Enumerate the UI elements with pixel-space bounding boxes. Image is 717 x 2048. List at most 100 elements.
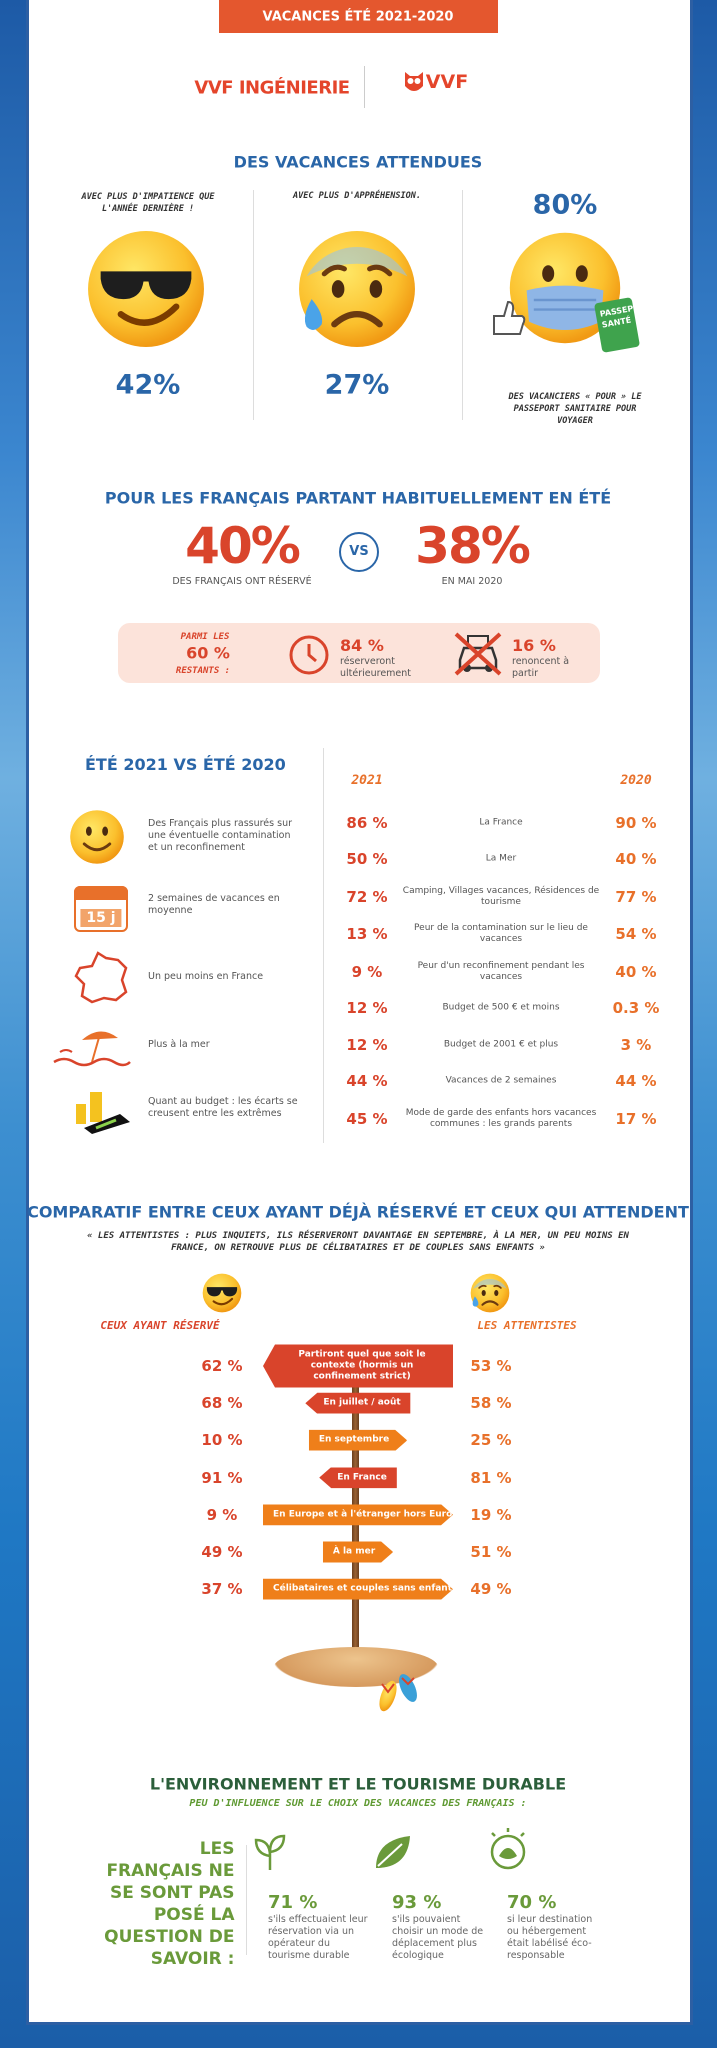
caption: EN MAI 2020 <box>441 576 503 587</box>
box-value: 84 % <box>340 636 384 655</box>
column-header: 2021 <box>351 773 383 788</box>
calendar-header <box>74 886 128 900</box>
waiting-value: 81 % <box>470 1468 512 1487</box>
france-icon <box>74 951 128 1004</box>
sign: Partiront quel que soit le contexte (hor… <box>263 1344 453 1388</box>
smile-overlay <box>70 810 124 864</box>
eco-value: 70 % <box>507 1892 557 1913</box>
waiting-value: 53 % <box>470 1357 512 1375</box>
value-2021: 9 % <box>351 963 383 981</box>
row-label: Vacances de 2 semaines <box>445 1075 557 1086</box>
banner-text: VACANCES ÉTÉ 2021-2020 <box>262 9 454 25</box>
money-icon <box>76 1092 130 1134</box>
section-title: DES VACANCES ATTENDUES <box>233 152 483 172</box>
section-subtitle: PEU D'INFLUENCE SUR LE CHOIX DES VACANCE… <box>189 1798 527 1809</box>
value-2020: 17 % <box>615 1110 657 1128</box>
car-crossed-icon <box>454 632 502 676</box>
insight-text: Plus à la mer <box>148 1039 210 1050</box>
value-2021: 45 % <box>346 1110 388 1128</box>
value-2020: 40 % <box>615 963 657 981</box>
row-label: Mode de garde des enfants hors vacances … <box>405 1108 597 1129</box>
beach-icon <box>53 1031 131 1067</box>
row-label: Camping, Villages vacances, Résidences d… <box>402 886 600 907</box>
row-label: Budget de 2001 € et plus <box>443 1039 559 1050</box>
eco-text: s'ils pouvaient choisir un mode de dépla… <box>392 1914 484 1961</box>
value-2021: 44 % <box>346 1072 388 1090</box>
row-label: Peur d'un reconfinement pendant les vaca… <box>417 961 585 982</box>
logo-ingenierie: VVF INGÉNIERIE <box>194 77 350 99</box>
lead-rule <box>246 1845 247 1955</box>
box-value: 16 % <box>512 636 556 655</box>
sign: En septembre <box>309 1430 407 1451</box>
insight-text: Un peu moins en France <box>148 971 264 982</box>
value-2021: 86 % <box>346 814 388 832</box>
insight-text: 2 semaines de vacances en moyenne <box>148 893 280 916</box>
caption: DES FRANÇAIS ONT RÉSERVÉ <box>172 576 312 587</box>
value-2020: 90 % <box>615 814 657 832</box>
value-2020: 3 % <box>620 1036 652 1054</box>
sign: À la mer <box>323 1542 393 1563</box>
box-label: 60 % <box>186 643 230 663</box>
emoji-worried <box>294 226 420 352</box>
value-2020: 77 % <box>615 888 657 906</box>
section-title: L'ENVIRONNEMENT ET LE TOURISME DURABLE <box>149 1774 567 1794</box>
owl-icon <box>405 72 423 91</box>
reserved-value: 91 % <box>201 1468 243 1487</box>
sign-post <box>352 1345 359 1663</box>
lead-text: LES FRANÇAIS NE SE SONT PAS POSÉ LA QUES… <box>104 1839 235 1969</box>
box-label: PARMI LES <box>180 632 230 642</box>
emoji-cool-small <box>201 1272 243 1314</box>
value-2021: 50 % <box>346 850 388 868</box>
value-2020: 44 % <box>615 1072 657 1090</box>
section-subtitle: « LES ATTENTISTES : PLUS INQUIETS, ILS R… <box>87 1231 629 1253</box>
clock-icon <box>289 635 329 675</box>
vertical-divider <box>323 748 324 1143</box>
reserved-value: 10 % <box>201 1431 243 1450</box>
row-label: La Mer <box>485 853 517 864</box>
reserved-value: 68 % <box>201 1394 243 1413</box>
eco-value: 71 % <box>268 1892 318 1913</box>
row-label: Peur de la contamination sur le lieu de … <box>414 923 588 944</box>
column-divider <box>253 190 254 420</box>
caption: DES VACANCIERS « POUR » LE PASSEPORT SAN… <box>508 392 642 426</box>
eco-value: 93 % <box>392 1892 442 1913</box>
percent: 80% <box>532 189 598 221</box>
column-header: 2020 <box>620 773 652 788</box>
thumb <box>493 300 526 335</box>
waiting-value: 49 % <box>470 1580 512 1599</box>
insight-text: Quant au budget : les écarts se creusent… <box>148 1096 298 1119</box>
sign: En juillet / août <box>305 1392 411 1414</box>
sign: En Europe et à l'étranger hors Europe <box>263 1504 453 1525</box>
eco-text: s'ils effectuaient leur réservation via … <box>268 1914 368 1961</box>
caption: AVEC PLUS D'IMPATIENCE QUE L'ANNÉE DERNI… <box>81 192 215 214</box>
percent: 40% <box>185 517 301 575</box>
row-label: Budget de 500 € et moins <box>442 1002 560 1013</box>
box-label: RESTANTS : <box>175 666 231 676</box>
vs-badge: VS <box>339 532 379 572</box>
logo-separator <box>364 66 365 108</box>
box-text: renoncent à partir <box>512 656 570 679</box>
emoji-worried-small <box>469 1272 511 1314</box>
logo-vvf: VVF <box>425 71 469 93</box>
section-title: POUR LES FRANÇAIS PARTANT HABITUELLEMENT… <box>104 488 612 508</box>
reserved-value: 62 % <box>201 1357 243 1375</box>
banner <box>219 0 498 33</box>
value-2021: 12 % <box>346 1036 388 1054</box>
waiting-value: 19 % <box>470 1505 512 1524</box>
box-text: réserveront ultérieurement <box>340 656 412 679</box>
value-2020: 40 % <box>615 850 657 868</box>
sign: En France <box>319 1467 397 1489</box>
remaining-box <box>118 623 600 683</box>
row-label: La France <box>479 817 523 828</box>
group-label: LES ATTENTISTES <box>477 1319 577 1332</box>
group-label: CEUX AYANT RÉSERVÉ <box>100 1319 220 1332</box>
reserved-value: 37 % <box>201 1580 243 1599</box>
eco-icon <box>490 1828 526 1870</box>
value-2020: 0.3 % <box>612 999 660 1017</box>
passport: PASSEPORT SANTÉ <box>593 297 652 353</box>
value-2021: 12 % <box>346 999 388 1017</box>
percent: 42% <box>115 369 181 401</box>
reserved-value: 49 % <box>201 1543 243 1561</box>
caption: AVEC PLUS D'APPRÉHENSION. <box>293 191 421 201</box>
